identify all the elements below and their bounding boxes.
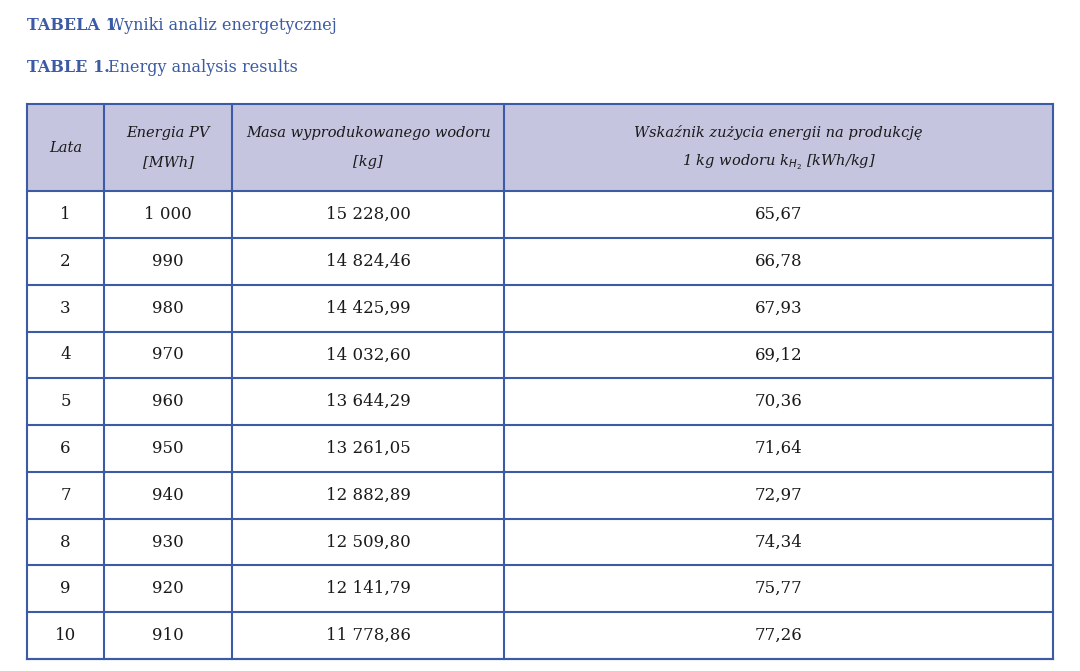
Text: 65,67: 65,67 xyxy=(755,206,802,223)
Text: Masa wyprodukowanego wodoru: Masa wyprodukowanego wodoru xyxy=(246,126,490,140)
Bar xyxy=(27,104,1053,191)
Text: TABLE 1.: TABLE 1. xyxy=(27,59,110,76)
Text: 74,34: 74,34 xyxy=(755,533,802,550)
Text: 930: 930 xyxy=(152,533,184,550)
Text: 7: 7 xyxy=(60,486,71,504)
Text: 14 032,60: 14 032,60 xyxy=(326,346,410,364)
Text: Lata: Lata xyxy=(49,141,82,154)
Text: 1 000: 1 000 xyxy=(145,206,192,223)
Text: 920: 920 xyxy=(152,580,184,597)
Text: 5: 5 xyxy=(60,393,70,410)
Text: 14 824,46: 14 824,46 xyxy=(326,253,410,270)
Text: 75,77: 75,77 xyxy=(755,580,802,597)
Text: 72,97: 72,97 xyxy=(755,486,802,504)
Text: Wyniki analiz energetycznej: Wyniki analiz energetycznej xyxy=(108,17,337,34)
Text: 1: 1 xyxy=(60,206,71,223)
Text: 960: 960 xyxy=(152,393,184,410)
Text: 990: 990 xyxy=(152,253,184,270)
Text: 71,64: 71,64 xyxy=(755,440,802,457)
Text: 69,12: 69,12 xyxy=(755,346,802,364)
Text: Energy analysis results: Energy analysis results xyxy=(108,59,298,76)
Text: 1 kg wodoru k$_{H_2}$ [kWh/kg]: 1 kg wodoru k$_{H_2}$ [kWh/kg] xyxy=(681,152,876,172)
Text: 12 141,79: 12 141,79 xyxy=(326,580,410,597)
Text: 77,26: 77,26 xyxy=(755,627,802,644)
Text: 8: 8 xyxy=(60,533,71,550)
Bar xyxy=(27,191,1053,659)
Text: 10: 10 xyxy=(55,627,76,644)
Text: 70,36: 70,36 xyxy=(755,393,802,410)
Text: 15 228,00: 15 228,00 xyxy=(326,206,410,223)
Text: 950: 950 xyxy=(152,440,184,457)
Text: 13 261,05: 13 261,05 xyxy=(326,440,410,457)
Text: 67,93: 67,93 xyxy=(755,300,802,317)
Text: Wskaźnik zużycia energii na produkcję: Wskaźnik zużycia energii na produkcję xyxy=(634,125,922,140)
Text: Energia PV: Energia PV xyxy=(126,126,210,140)
Text: 11 778,86: 11 778,86 xyxy=(326,627,410,644)
Text: 970: 970 xyxy=(152,346,184,364)
Text: [kg]: [kg] xyxy=(353,156,383,169)
Text: TABELA 1.: TABELA 1. xyxy=(27,17,122,34)
Text: 12 882,89: 12 882,89 xyxy=(326,486,410,504)
Text: [MWh]: [MWh] xyxy=(143,156,193,169)
Text: 66,78: 66,78 xyxy=(755,253,802,270)
Text: 980: 980 xyxy=(152,300,184,317)
Text: 2: 2 xyxy=(60,253,71,270)
Text: 910: 910 xyxy=(152,627,184,644)
Text: 4: 4 xyxy=(60,346,71,364)
Text: 12 509,80: 12 509,80 xyxy=(326,533,410,550)
Text: 14 425,99: 14 425,99 xyxy=(326,300,410,317)
Text: 940: 940 xyxy=(152,486,184,504)
Text: 3: 3 xyxy=(60,300,71,317)
Text: 9: 9 xyxy=(60,580,70,597)
Text: 6: 6 xyxy=(60,440,70,457)
Text: 13 644,29: 13 644,29 xyxy=(326,393,410,410)
